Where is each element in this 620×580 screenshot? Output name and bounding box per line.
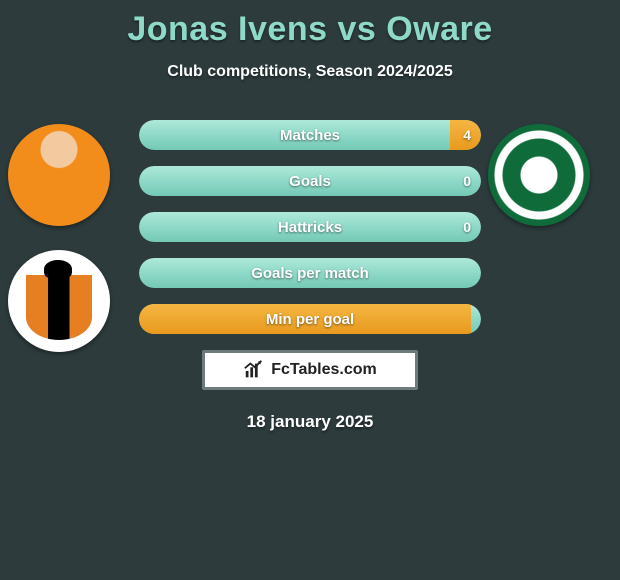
bar-track [139, 304, 481, 334]
right-entity-column [488, 124, 590, 250]
stat-bar-row: Hattricks0 [139, 212, 481, 242]
bar-background [139, 166, 481, 196]
page-title: Jonas Ivens vs Oware [0, 0, 620, 49]
source-logo: FcTables.com [202, 350, 418, 390]
stat-bar-row: Matches4 [139, 120, 481, 150]
comparison-panel: Matches4 Goals0 Hattricks0 Goals per match M… [0, 110, 620, 432]
source-logo-text: FcTables.com [271, 361, 377, 379]
stat-bar-row: Goals0 [139, 166, 481, 196]
page-subtitle: Club competitions, Season 2024/2025 [0, 63, 620, 81]
left-entity-column [8, 124, 110, 376]
bar-track [139, 212, 481, 242]
chart-icon [243, 359, 265, 381]
bar-track [139, 258, 481, 288]
snapshot-date: 18 january 2025 [0, 412, 620, 432]
stat-bar-row: Goals per match [139, 258, 481, 288]
bar-track [139, 166, 481, 196]
bar-fill-right [450, 120, 481, 150]
bar-background [139, 212, 481, 242]
stat-bar-row: Min per goal [139, 304, 481, 334]
stat-bars: Matches4 Goals0 Hattricks0 Goals per match M… [139, 110, 481, 334]
club-left-badge [8, 250, 110, 352]
player-left-avatar [8, 124, 110, 226]
club-right-badge [488, 124, 590, 226]
bar-track [139, 120, 481, 150]
bar-background [139, 120, 481, 150]
bar-fill-left [139, 304, 471, 334]
bar-background [139, 258, 481, 288]
